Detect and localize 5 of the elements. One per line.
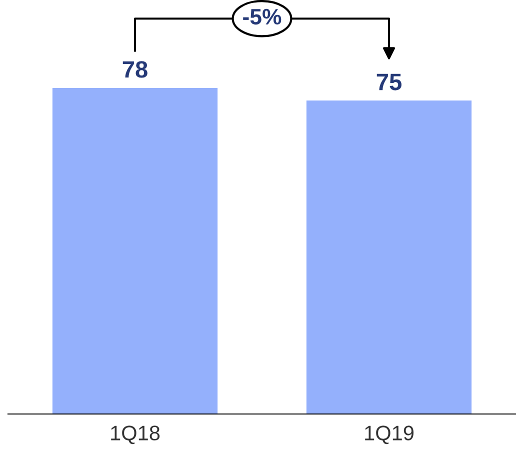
x-tick-label: 1Q18 <box>111 426 160 444</box>
data-label: 75 <box>376 74 402 90</box>
x-tick-label: 1Q19 <box>365 426 414 444</box>
data-label: 78 <box>122 61 148 78</box>
text: -5% <box>243 8 282 25</box>
